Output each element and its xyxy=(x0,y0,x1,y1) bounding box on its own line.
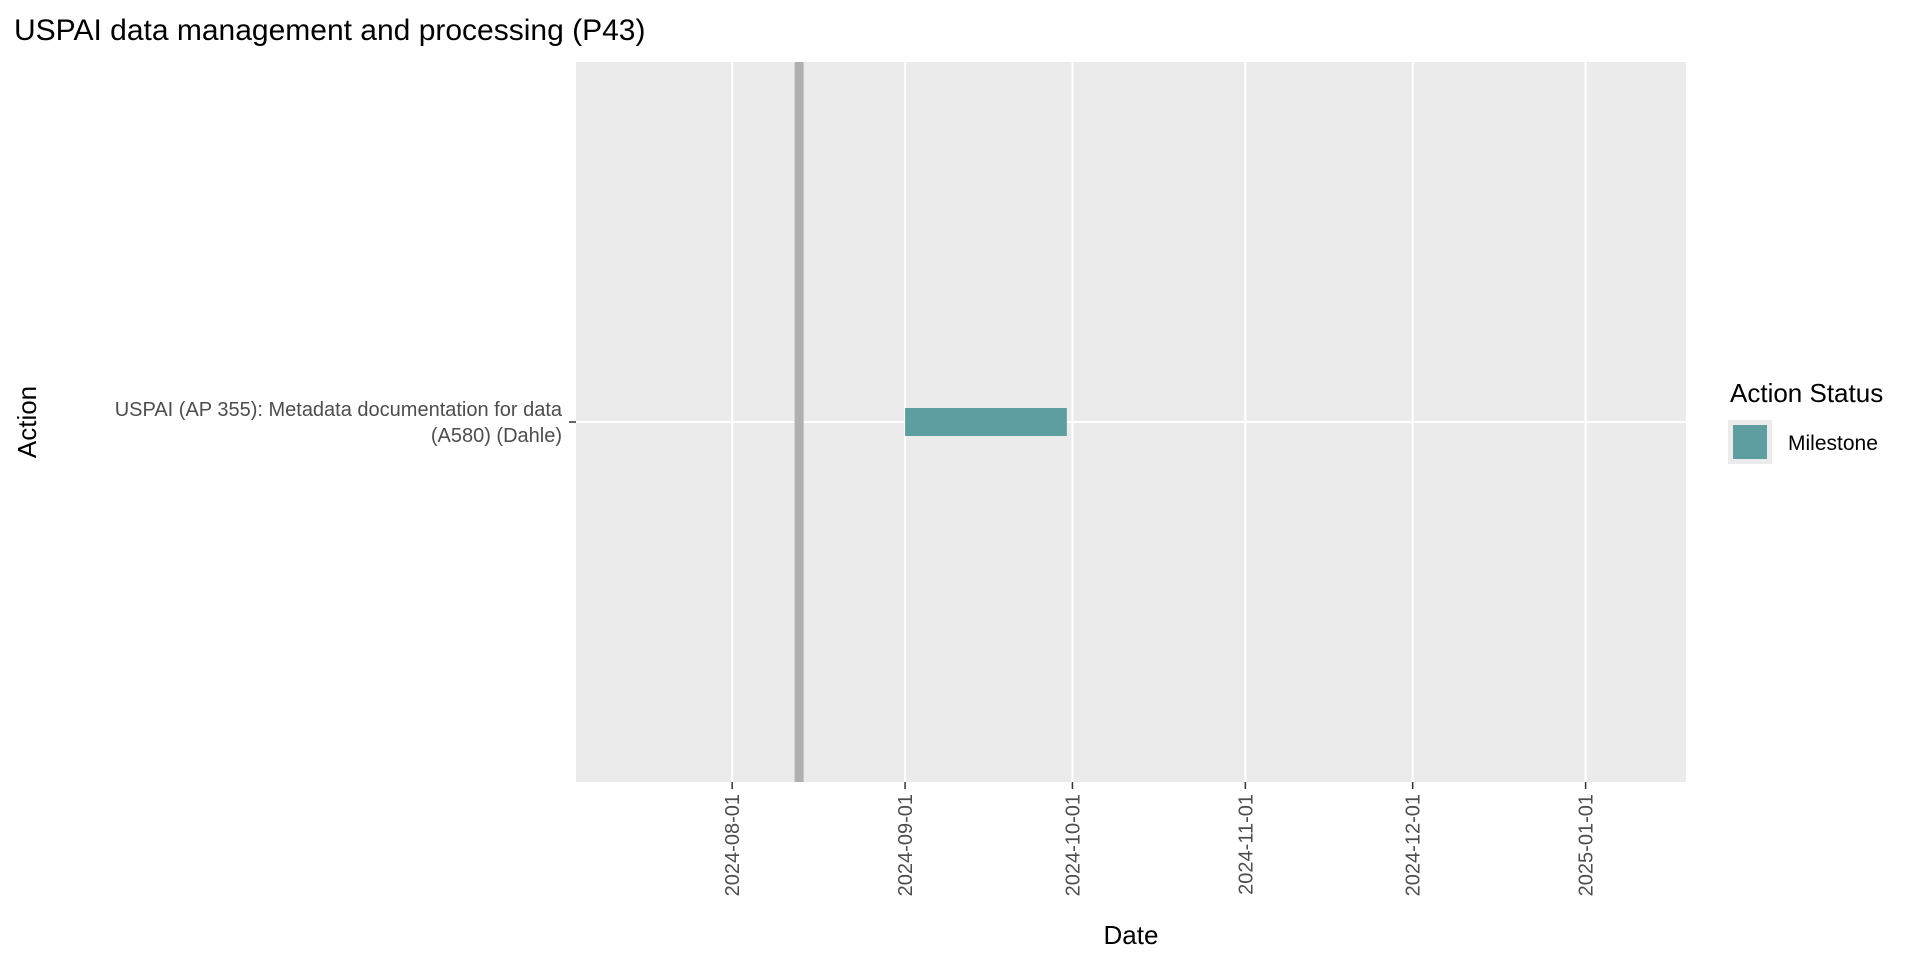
y-axis-title: Action xyxy=(12,386,42,458)
x-tick-label-4: 2024-12-01 xyxy=(1403,794,1425,896)
x-tick-label-0: 2024-08-01 xyxy=(722,794,744,896)
y-axis-ticks: USPAI (AP 355): Metadata documentation f… xyxy=(115,399,576,447)
legend-label-0: Milestone xyxy=(1788,432,1878,455)
task-bar-0 xyxy=(905,408,1067,436)
x-tick-label-3: 2024-11-01 xyxy=(1235,794,1257,895)
legend-items: Milestone xyxy=(1728,420,1878,464)
y-tick-label-0: USPAI (AP 355): Metadata documentation f… xyxy=(115,399,563,447)
x-axis-ticks: 2024-08-01 2024-09-01 2024-10-01 2024-11-01… xyxy=(722,782,1598,896)
chart-title: USPAI data management and processing (P4… xyxy=(14,14,645,47)
x-tick-label-5: 2025-01-01 xyxy=(1576,794,1598,896)
x-tick-label-1: 2024-09-01 xyxy=(895,794,917,896)
task-bars xyxy=(905,408,1067,436)
x-axis-title: Date xyxy=(1104,920,1159,950)
x-tick-label-2: 2024-10-01 xyxy=(1062,794,1084,896)
legend: Action Status Milestone xyxy=(1728,378,1883,464)
legend-title: Action Status xyxy=(1730,378,1883,408)
legend-swatch-0 xyxy=(1733,425,1767,459)
